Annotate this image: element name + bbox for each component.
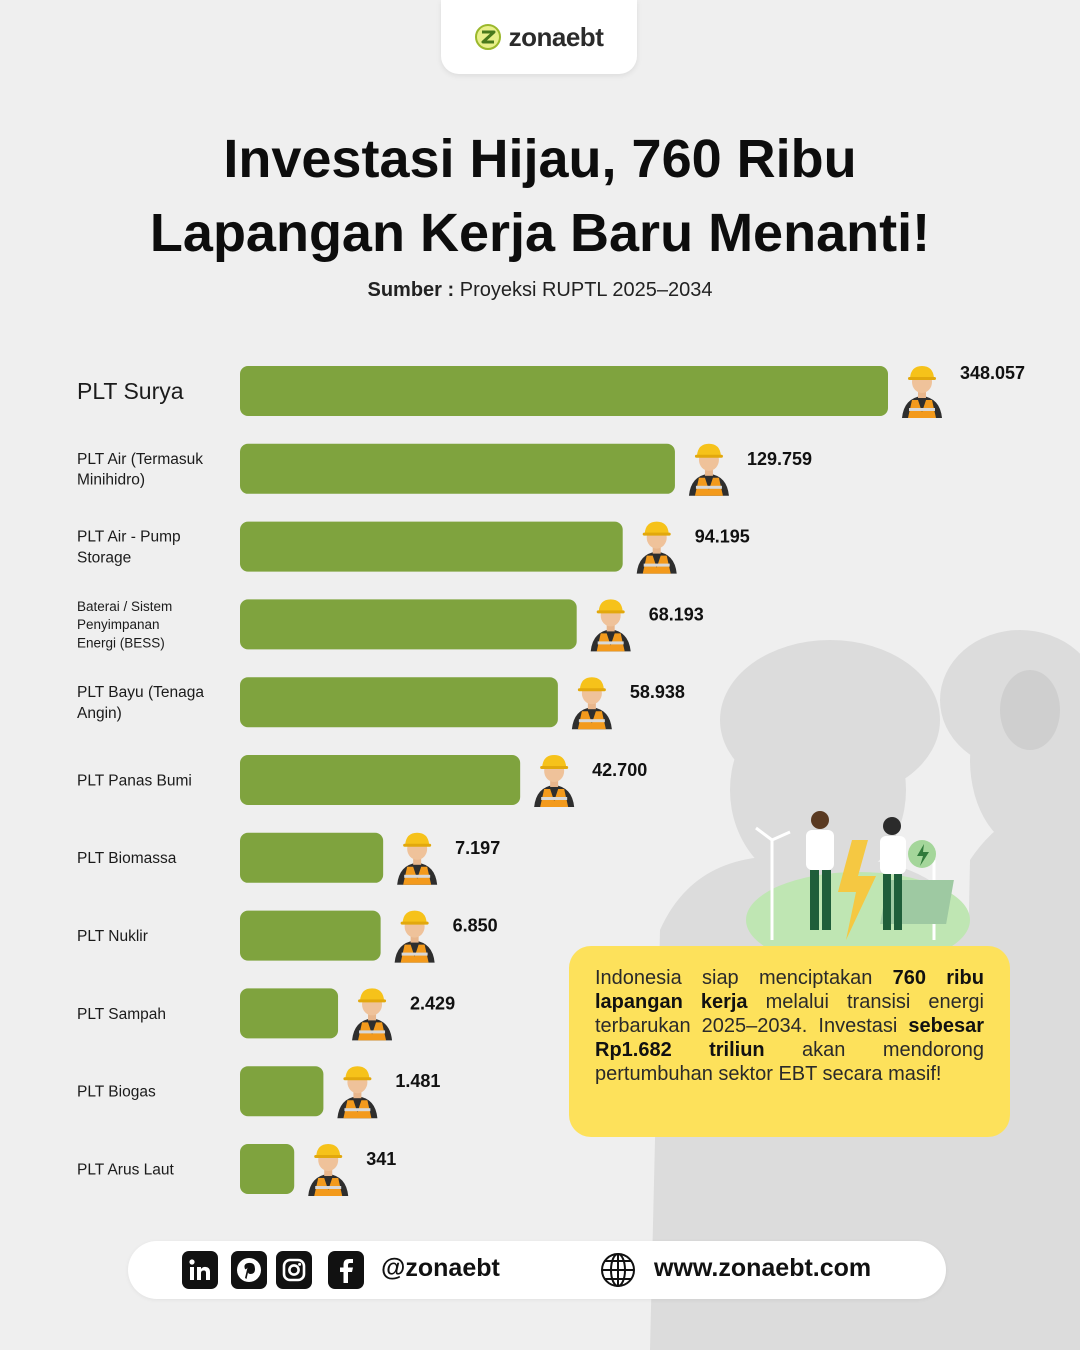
- bar-7: [240, 832, 384, 883]
- callout-text-3: akan mendorong pertumbuhan sektor EBT se…: [595, 1039, 984, 1085]
- construction-worker-icon: [352, 988, 393, 1041]
- title-line-2: Lapangan Kerja Baru Menanti!: [149, 203, 931, 263]
- construction-worker-icon: [902, 366, 942, 418]
- construction-worker-icon: [397, 832, 438, 885]
- brand-name: zonaebt: [508, 21, 604, 52]
- bar-10: [240, 1066, 324, 1117]
- construction-worker-icon: [308, 1144, 349, 1196]
- construction-worker-icon: [534, 755, 575, 807]
- construction-worker-icon: [636, 521, 677, 574]
- category-label-3: PLT Air - Pump Storage: [77, 529, 181, 567]
- bar-8: [240, 910, 381, 961]
- info-callout: Indonesia siap menciptakan 760 ribu lapa…: [569, 946, 1010, 1137]
- title-line-1: Investasi Hijau, 760 Ribu: [223, 129, 857, 189]
- construction-worker-icon: [394, 910, 435, 963]
- globe-icon: [601, 1253, 635, 1287]
- bar-1: [240, 366, 888, 416]
- jobs-bar-chart: PLT Surya 348.057 PLT Air (Termasuk Minihid…: [77, 363, 1025, 1196]
- value-label-9: 2.429: [410, 993, 455, 1013]
- value-label-3: 94.195: [695, 527, 750, 547]
- bar-3: [240, 521, 623, 572]
- category-label-5: PLT Bayu (Tenaga Angin): [77, 684, 204, 722]
- category-label-4: Baterai / Sistem Penyimpanan Energi (BESS): [77, 599, 172, 650]
- brand-logo[interactable]: zonaebt: [441, 0, 637, 74]
- callout-text-1: Indonesia siap menciptakan: [595, 967, 893, 989]
- instagram-icon[interactable]: [276, 1251, 312, 1289]
- footer-bar: @zonaebt www.zonaebt.com: [128, 1241, 946, 1299]
- source-text: Proyeksi RUPTL 2025–2034: [454, 279, 713, 301]
- page-title: Investasi Hijau, 760 Ribu Lapangan Kerja…: [60, 122, 1020, 270]
- callout-highlight-investment: sebesar Rp1.682 triliun: [595, 1015, 984, 1061]
- zonaebt-logo-icon: [474, 24, 501, 50]
- social-handle[interactable]: @zonaebt: [381, 1254, 500, 1282]
- category-label-9: PLT Sampah: [77, 1006, 166, 1023]
- construction-worker-icon: [571, 677, 612, 730]
- green-energy-illustration: [746, 811, 970, 950]
- construction-worker-icon: [337, 1066, 378, 1119]
- category-label-1: PLT Surya: [77, 378, 184, 404]
- callout-text-2: melalui transisi energi terbarukan 2025–…: [595, 991, 984, 1037]
- category-label-7: PLT Biomassa: [77, 850, 177, 867]
- bar-5: [240, 677, 558, 728]
- bar-9: [240, 988, 339, 1039]
- category-label-6: PLT Panas Bumi: [77, 772, 192, 789]
- category-label-8: PLT Nuklir: [77, 928, 148, 945]
- value-label-11: 341: [366, 1149, 396, 1169]
- source-note: Sumber : Proyeksi RUPTL 2025–2034: [0, 279, 1080, 302]
- callout-highlight-jobs: 760 ribu lapangan kerja: [595, 967, 984, 1013]
- construction-worker-icon: [688, 443, 729, 496]
- category-label-11: PLT Arus Laut: [77, 1161, 174, 1178]
- category-label-10: PLT Biogas: [77, 1084, 156, 1101]
- value-label-6: 42.700: [592, 760, 647, 780]
- pinterest-icon[interactable]: [231, 1251, 267, 1289]
- website-link[interactable]: www.zonaebt.com: [654, 1254, 872, 1282]
- value-label-2: 129.759: [747, 449, 812, 469]
- bar-6: [240, 755, 521, 805]
- bar-11: [240, 1144, 295, 1194]
- linkedin-icon[interactable]: [182, 1251, 218, 1289]
- facebook-icon[interactable]: [328, 1251, 364, 1289]
- bar-2: [240, 443, 675, 494]
- value-label-5: 58.938: [630, 682, 685, 702]
- construction-worker-icon: [590, 599, 631, 652]
- bar-4: [240, 599, 577, 650]
- category-label-2: PLT Air (Termasuk Minihidro): [77, 451, 203, 489]
- value-label-4: 68.193: [649, 604, 704, 624]
- value-label-10: 1.481: [395, 1071, 440, 1091]
- value-label-1: 348.057: [960, 363, 1025, 383]
- value-label-7: 7.197: [455, 838, 500, 858]
- source-label: Sumber :: [367, 279, 455, 301]
- value-label-8: 6.850: [453, 916, 498, 936]
